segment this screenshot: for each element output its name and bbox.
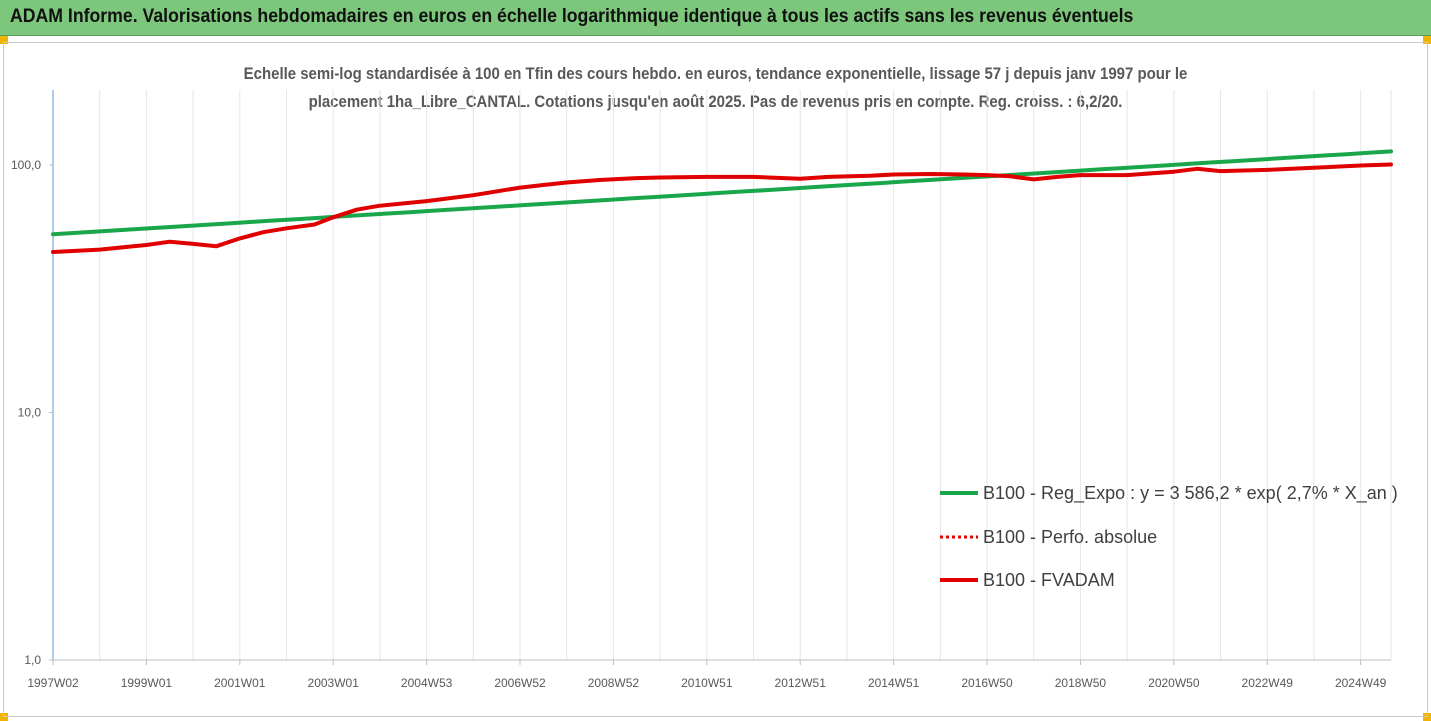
x-tick-label: 2006W52 bbox=[494, 676, 546, 690]
x-tick-label: 1997W02 bbox=[27, 676, 79, 690]
x-tick-label: 2003W01 bbox=[308, 676, 360, 690]
series-line-2 bbox=[51, 162, 1393, 254]
chart-legend: B100 - Reg_Expo : y = 3 586,2 * exp( 2,7… bbox=[940, 483, 1398, 590]
y-tick-label: 10,0 bbox=[18, 406, 42, 420]
x-tick-label: 2004W53 bbox=[401, 676, 453, 690]
x-tick-label: 2008W52 bbox=[588, 676, 640, 690]
x-tick-label: 2020W50 bbox=[1148, 676, 1200, 690]
chart-axes: 1,0 10,0 100,0 1997W02 1999W01 2001W01 2003W01… bbox=[11, 90, 1391, 690]
x-tick-label: 2016W50 bbox=[961, 676, 1013, 690]
chart-title-line-2: placement 1ha_Libre_CANTAL. Cotations ju… bbox=[308, 92, 1123, 111]
x-tick-label: 2001W01 bbox=[214, 676, 266, 690]
x-tick-label: 2024W49 bbox=[1335, 676, 1387, 690]
x-tick-label: 2010W51 bbox=[681, 676, 733, 690]
x-tick-label: 2022W49 bbox=[1242, 676, 1294, 690]
report-title: ADAM Informe. Valorisations hebdomadaire… bbox=[10, 6, 1134, 27]
corner-marker bbox=[0, 36, 8, 44]
corner-marker bbox=[0, 713, 8, 721]
corner-marker bbox=[1423, 713, 1431, 721]
legend-label-2: B100 - FVADAM bbox=[983, 570, 1115, 590]
y-tick-label: 1,0 bbox=[24, 653, 41, 667]
chart-title-line-1: Echelle semi-log standardisée à 100 en T… bbox=[243, 64, 1188, 83]
series-line-0 bbox=[51, 149, 1393, 237]
chart-frame bbox=[3, 42, 1428, 717]
x-tick-label: 2012W51 bbox=[775, 676, 827, 690]
y-tick-label: 100,0 bbox=[11, 158, 41, 172]
chart-series bbox=[51, 149, 1393, 254]
x-tick-label: 2014W51 bbox=[868, 676, 920, 690]
legend-label-1: B100 - Perfo. absolue bbox=[983, 527, 1157, 547]
x-tick-label: 1999W01 bbox=[121, 676, 173, 690]
corner-marker bbox=[1423, 36, 1431, 44]
legend-label-0: B100 - Reg_Expo : y = 3 586,2 * exp( 2,7… bbox=[983, 483, 1398, 504]
x-tick-label: 2018W50 bbox=[1055, 676, 1107, 690]
report-banner: ADAM Informe. Valorisations hebdomadaire… bbox=[0, 0, 1431, 36]
